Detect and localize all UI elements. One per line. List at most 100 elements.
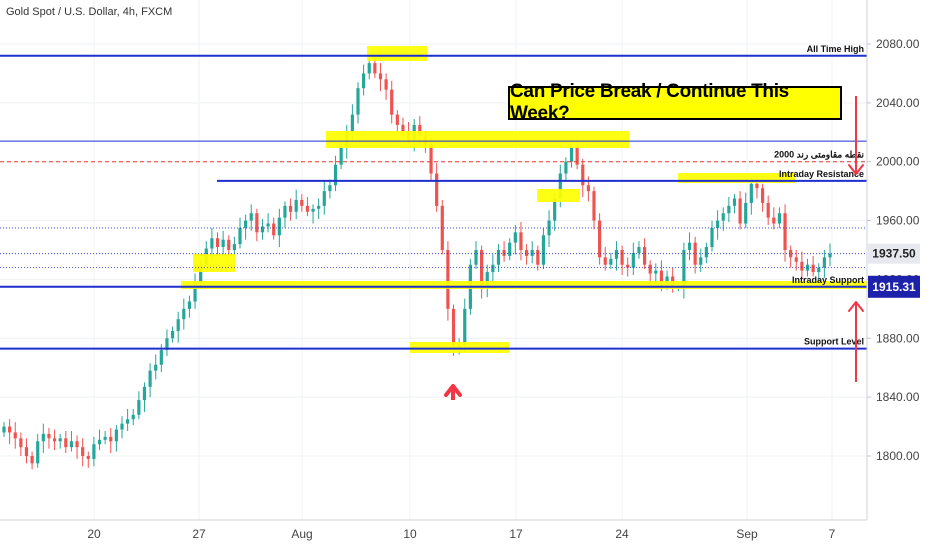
candle [547, 210, 551, 248]
candle [732, 194, 737, 214]
time-axis[interactable]: 20 27 Aug 10 17 24 Sep 7 [87, 527, 835, 541]
candle [474, 241, 478, 270]
support-price-badge: 1915.31 [868, 275, 920, 298]
time-tick-label: 20 [87, 527, 101, 541]
candle [519, 222, 523, 261]
candle [772, 207, 776, 230]
candle [75, 435, 79, 459]
candle [288, 198, 293, 221]
candle [19, 432, 23, 456]
candle [249, 204, 253, 231]
svg-text:1915.31: 1915.31 [872, 280, 916, 294]
candle [721, 207, 725, 231]
candle [367, 58, 371, 80]
highlight-box [193, 254, 235, 272]
price-tick-label: 1880.00 [876, 331, 920, 345]
candle [13, 422, 17, 449]
candles [2, 55, 832, 470]
candle [92, 436, 96, 467]
candle [760, 183, 765, 212]
candle [749, 177, 753, 215]
candle [137, 391, 141, 420]
candle [693, 236, 697, 274]
candle [193, 273, 197, 309]
candle [642, 238, 647, 270]
candle [109, 428, 113, 454]
candle [238, 217, 242, 249]
highlight-box [367, 46, 427, 61]
time-tick-label: 10 [403, 527, 417, 541]
price-tick-label: 2000.00 [876, 155, 920, 169]
candle [221, 230, 225, 256]
candle [536, 245, 540, 271]
candle [154, 354, 158, 380]
candle [30, 451, 34, 470]
candle [766, 195, 770, 225]
candle [126, 408, 130, 431]
candle [255, 208, 259, 242]
candle [794, 250, 798, 271]
candle [592, 186, 596, 230]
highlight-box [410, 342, 509, 353]
candle [305, 197, 310, 217]
candle [637, 241, 641, 259]
time-tick-label: 17 [509, 527, 523, 541]
symbol-title: Gold Spot / U.S. Dollar, 4h, FXCM [6, 6, 173, 18]
svg-text:1937.50: 1937.50 [872, 247, 916, 261]
candle [716, 210, 720, 240]
candle [435, 163, 439, 212]
candle [783, 204, 787, 262]
price-tick-label: 2080.00 [876, 37, 920, 51]
candle [97, 429, 102, 451]
level-label: Support Level [804, 337, 864, 347]
highlight-box [537, 189, 580, 202]
candle [58, 433, 62, 449]
up-arrow-icon [444, 384, 462, 400]
candle [789, 245, 793, 268]
highlight-box [326, 131, 629, 148]
candle [148, 363, 152, 398]
up-arrow-icon [848, 301, 864, 382]
candle [620, 245, 624, 276]
candle [738, 191, 742, 230]
candle [704, 242, 708, 264]
level-label: 2000 نقطه مقاومتی رند [774, 150, 864, 161]
candle [47, 428, 51, 449]
candle [283, 201, 287, 228]
candle [131, 408, 135, 426]
candle [294, 189, 298, 220]
candle [530, 241, 534, 264]
candle [322, 180, 326, 215]
candle [395, 110, 399, 133]
candle [524, 244, 529, 265]
price-tick-label: 1800.00 [876, 449, 920, 463]
time-tick-label: Aug [291, 527, 312, 541]
time-tick-label: 24 [615, 527, 629, 541]
candle [541, 227, 546, 270]
candle [311, 204, 315, 224]
candle [2, 422, 6, 437]
candle [8, 419, 12, 445]
time-tick-label: Sep [736, 527, 758, 541]
candle [508, 238, 512, 261]
candle [81, 438, 85, 467]
level-label: Intraday Support [792, 275, 864, 285]
candle [502, 241, 506, 262]
candle [142, 382, 147, 412]
candle [614, 241, 619, 271]
candle [513, 224, 517, 255]
candle [103, 430, 107, 445]
candle [176, 311, 180, 343]
candle [356, 82, 360, 124]
candle [244, 214, 248, 240]
candle [170, 326, 175, 343]
candle [485, 264, 489, 298]
candle [727, 197, 731, 223]
candle [446, 241, 450, 321]
candle [24, 438, 29, 464]
candle [744, 192, 748, 228]
candle [333, 155, 338, 192]
candle [215, 232, 220, 258]
candle [480, 245, 484, 299]
